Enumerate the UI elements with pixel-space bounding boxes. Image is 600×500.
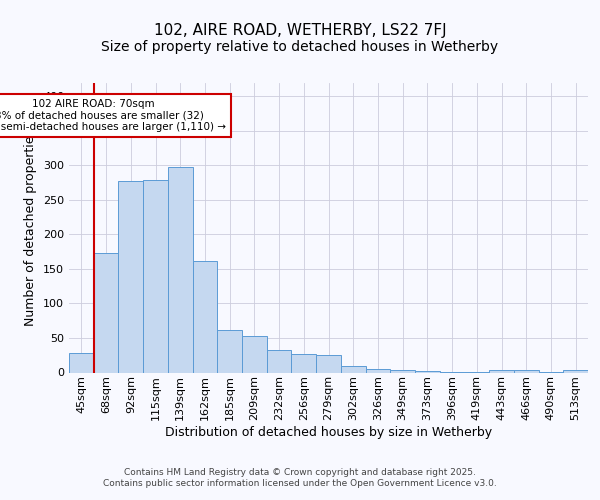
Bar [69, 353, 94, 372]
Bar [242, 336, 267, 372]
Bar [365, 369, 390, 372]
Y-axis label: Number of detached properties: Number of detached properties [25, 129, 37, 326]
Bar [316, 355, 341, 372]
Bar [415, 371, 440, 372]
Bar [341, 366, 365, 372]
Bar [292, 354, 316, 372]
Bar [168, 168, 193, 372]
Bar [143, 180, 168, 372]
Text: Size of property relative to detached houses in Wetherby: Size of property relative to detached ho… [101, 40, 499, 54]
Text: Contains HM Land Registry data © Crown copyright and database right 2025.
Contai: Contains HM Land Registry data © Crown c… [103, 468, 497, 487]
Bar [489, 370, 514, 372]
Bar [217, 330, 242, 372]
Text: 102, AIRE ROAD, WETHERBY, LS22 7FJ: 102, AIRE ROAD, WETHERBY, LS22 7FJ [154, 22, 446, 38]
X-axis label: Distribution of detached houses by size in Wetherby: Distribution of detached houses by size … [165, 426, 492, 439]
Bar [267, 350, 292, 372]
Bar [514, 370, 539, 372]
Text: 102 AIRE ROAD: 70sqm
← 3% of detached houses are smaller (32)
97% of semi-detach: 102 AIRE ROAD: 70sqm ← 3% of detached ho… [0, 99, 226, 132]
Bar [193, 260, 217, 372]
Bar [390, 370, 415, 372]
Bar [94, 253, 118, 372]
Bar [563, 370, 588, 372]
Bar [118, 181, 143, 372]
